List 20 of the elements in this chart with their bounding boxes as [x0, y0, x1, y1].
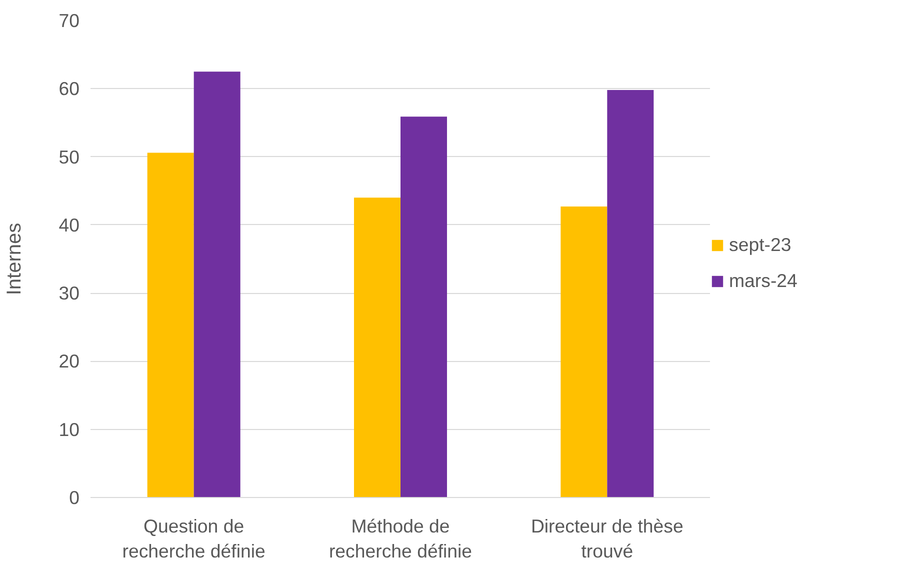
bar: [147, 152, 194, 498]
legend-label: mars-24: [729, 270, 798, 292]
y-tick-label: 40: [58, 214, 80, 236]
y-tick-label: 20: [58, 350, 80, 372]
legend-label: sept-23: [729, 234, 792, 256]
y-tick-label: 10: [58, 418, 80, 440]
y-tick-label: 30: [58, 282, 80, 304]
y-axis-title: Internes: [4, 222, 26, 296]
y-tick-label: 70: [58, 10, 80, 31]
x-tick-label: Méthode de recherche définie: [328, 516, 472, 562]
y-tick-label: 60: [58, 78, 80, 100]
x-tick-label: Directeur de thèse trouvé: [530, 516, 684, 562]
y-tick-label: 50: [58, 146, 80, 168]
bar: [607, 90, 654, 498]
x-tick-label: Question de recherche définie: [122, 516, 266, 562]
bar: [354, 198, 400, 498]
bar: [560, 206, 608, 498]
bar: [400, 116, 447, 498]
y-tick-label: 0: [69, 487, 80, 508]
bar: [194, 72, 240, 498]
